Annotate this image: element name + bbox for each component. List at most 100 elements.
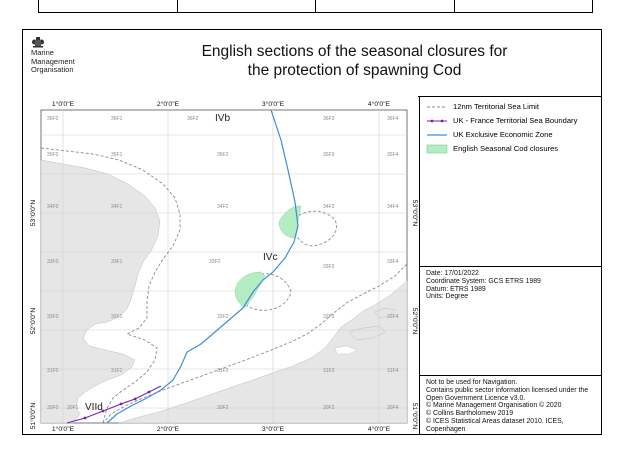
rect-label: 30F1 <box>67 405 79 411</box>
lat-label-left: 53°0'0"N <box>29 200 37 227</box>
area-label-ivb: IVb <box>215 113 230 124</box>
logo-line-3: Organisation <box>31 65 74 75</box>
map-sheet: Marine Management Organisation English s… <box>22 29 602 435</box>
disclaimer: Not to be used for Navigation. Contains … <box>426 379 588 434</box>
rect-label: 36F2 <box>187 116 199 122</box>
rect-label: 35F4 <box>387 152 399 158</box>
legend-item-uk-france-boundary: UK - France Territorial Sea Boundary <box>426 114 577 127</box>
rect-label: 36F0 <box>47 116 59 122</box>
lon-label-bottom: 4°0'0"E <box>368 425 391 433</box>
info-date: Date: 17/01/2022 <box>426 270 479 277</box>
uk-france-boundary <box>66 385 162 424</box>
rect-label: 34F0 <box>47 204 59 210</box>
legend-label: English Seasonal Cod closures <box>453 144 559 153</box>
rect-label: 34F4 <box>387 204 399 210</box>
disclaimer-line: Copenhagen <box>426 425 466 433</box>
rect-label: 32F1 <box>111 314 123 320</box>
info-crs: Coordinate System: GCS ETRS 1989 <box>426 277 541 285</box>
info-units: Units: Degree <box>426 293 469 301</box>
rect-label: 31F1 <box>111 368 123 374</box>
green-patch-icon <box>426 144 448 153</box>
disclaimer-line: © Collins Bartholomew 2019 <box>426 410 514 418</box>
rect-label: 32F3 <box>323 314 335 320</box>
lat-label-left: 52°0'0"N <box>29 308 37 335</box>
blue-line-icon <box>427 133 447 136</box>
map-area: 36F0 36F1 36F2 36F3 36F4 35F0 35F1 35F2 … <box>23 96 419 434</box>
lon-label-top: 3°0'0"E <box>262 100 285 108</box>
disclaimer-line: © ICES Statistical Areas dataset 2010. I… <box>426 417 564 425</box>
info-datum: Datum: ETRS 1989 <box>426 285 486 293</box>
lat-label-right: 53°0'0"N <box>411 200 418 227</box>
rect-label: 31F3 <box>323 368 335 374</box>
map-svg: 36F0 36F1 36F2 36F3 36F4 35F0 35F1 35F2 … <box>23 96 419 434</box>
rect-label: 33F3 <box>323 264 335 270</box>
rect-label: 30F4 <box>387 405 399 411</box>
lon-label-bottom: 3°0'0"E <box>262 425 285 433</box>
rect-label: 33F0 <box>47 259 59 265</box>
rect-label: 36F3 <box>323 116 335 122</box>
lon-label-top: 2°0'0"E <box>157 100 180 108</box>
cod-closure-south <box>234 271 266 309</box>
lat-label-right: 52°0'0"N <box>411 308 418 335</box>
logo-line-1: Marine <box>31 48 54 57</box>
rect-label: 33F4 <box>387 259 399 265</box>
map-header: Marine Management Organisation English s… <box>23 30 601 97</box>
rect-label: 32F0 <box>47 314 59 320</box>
purple-boundary-icon <box>427 119 447 122</box>
uk-eez-line <box>106 109 299 424</box>
legend-label: 12nm Territorial Sea Limit <box>453 102 539 111</box>
rect-label: 34F2 <box>217 204 229 210</box>
rect-label: 36F1 <box>111 116 123 122</box>
lat-label-left: 51°0'0"N <box>29 403 37 430</box>
rect-label: 31F0 <box>47 368 59 374</box>
rect-label: 34F3 <box>323 204 335 210</box>
lon-label-bottom: 2°0'0"E <box>157 425 180 433</box>
rect-label: 30F0 <box>47 405 59 411</box>
ices-grid <box>41 110 407 423</box>
mmo-logo: Marine Management Organisation <box>31 36 111 75</box>
disclaimer-line: Contains public sector information licen… <box>426 386 589 394</box>
legend-item-eez: UK Exclusive Economic Zone <box>426 128 553 141</box>
map-title-line-2: the protection of spawning Cod <box>247 62 462 79</box>
legend-panel: 12nm Territorial Sea Limit UK - France T… <box>419 96 601 434</box>
dutch-islands-2 <box>334 345 358 355</box>
legend-label: UK - France Territorial Sea Boundary <box>453 116 578 125</box>
rect-label: 31F2 <box>217 368 229 374</box>
legend-divider <box>420 266 601 267</box>
info-divider <box>420 375 601 376</box>
dutch-islands-3 <box>374 307 396 319</box>
area-label-viid: VIId <box>85 402 103 413</box>
legend-label: UK Exclusive Economic Zone <box>453 130 553 139</box>
rect-label: 33F2 <box>209 259 221 265</box>
rect-label: 35F2 <box>217 152 229 158</box>
disclaimer-line: © Marine Management Organisation © 2020 <box>426 402 562 410</box>
map-info: Date: 17/01/2022 Coordinate System: GCS … <box>426 270 541 301</box>
rect-label: 32F2 <box>217 314 229 320</box>
crest-icon <box>32 37 44 48</box>
rect-label: 30F3 <box>323 405 335 411</box>
dashed-line-icon <box>427 106 447 107</box>
rect-label: 30F2 <box>217 405 229 411</box>
lon-label-bottom: 1°0'0"E <box>52 425 75 433</box>
legend-item-territorial-limit: 12nm Territorial Sea Limit <box>426 100 539 113</box>
rect-label: 34F1 <box>111 204 123 210</box>
rect-label: 35F1 <box>111 152 123 158</box>
map-title: English sections of the seasonal closure… <box>128 42 581 80</box>
rect-label: 35F0 <box>47 152 59 158</box>
rect-label: 31F4 <box>387 368 399 374</box>
area-label-ivc: IVc <box>263 252 277 263</box>
continent-land <box>118 280 408 424</box>
disclaimer-line: Open Government Licence v3.0. <box>426 394 526 402</box>
rect-label: 33F1 <box>111 259 123 265</box>
rect-label: 35F3 <box>323 152 335 158</box>
dutch-islands <box>348 325 386 341</box>
disclaimer-line: Not to be used for Navigation. <box>426 379 518 386</box>
map-title-line-1: English sections of the seasonal closure… <box>201 43 508 60</box>
rect-label: 36F4 <box>387 116 399 122</box>
legend-item-cod-closures: English Seasonal Cod closures <box>426 142 558 155</box>
uk-land <box>40 159 161 424</box>
lat-label-right: 51°0'0"N <box>411 403 418 430</box>
logo-line-2: Management <box>31 56 75 66</box>
rect-label: 32F4 <box>387 314 399 320</box>
lon-label-top: 4°0'0"E <box>368 100 391 108</box>
